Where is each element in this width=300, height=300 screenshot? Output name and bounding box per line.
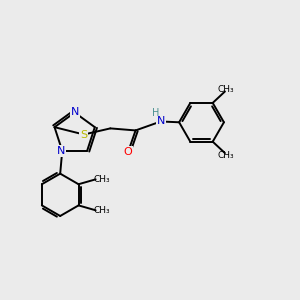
Text: H: H (152, 107, 160, 118)
Text: CH₃: CH₃ (93, 175, 110, 184)
Text: N: N (70, 107, 79, 117)
Text: CH₃: CH₃ (217, 151, 234, 160)
Text: CH₃: CH₃ (93, 206, 110, 215)
Text: CH₃: CH₃ (217, 85, 234, 94)
Text: N: N (57, 146, 66, 156)
Text: O: O (124, 147, 133, 157)
Text: S: S (80, 130, 87, 140)
Text: N: N (157, 116, 165, 126)
